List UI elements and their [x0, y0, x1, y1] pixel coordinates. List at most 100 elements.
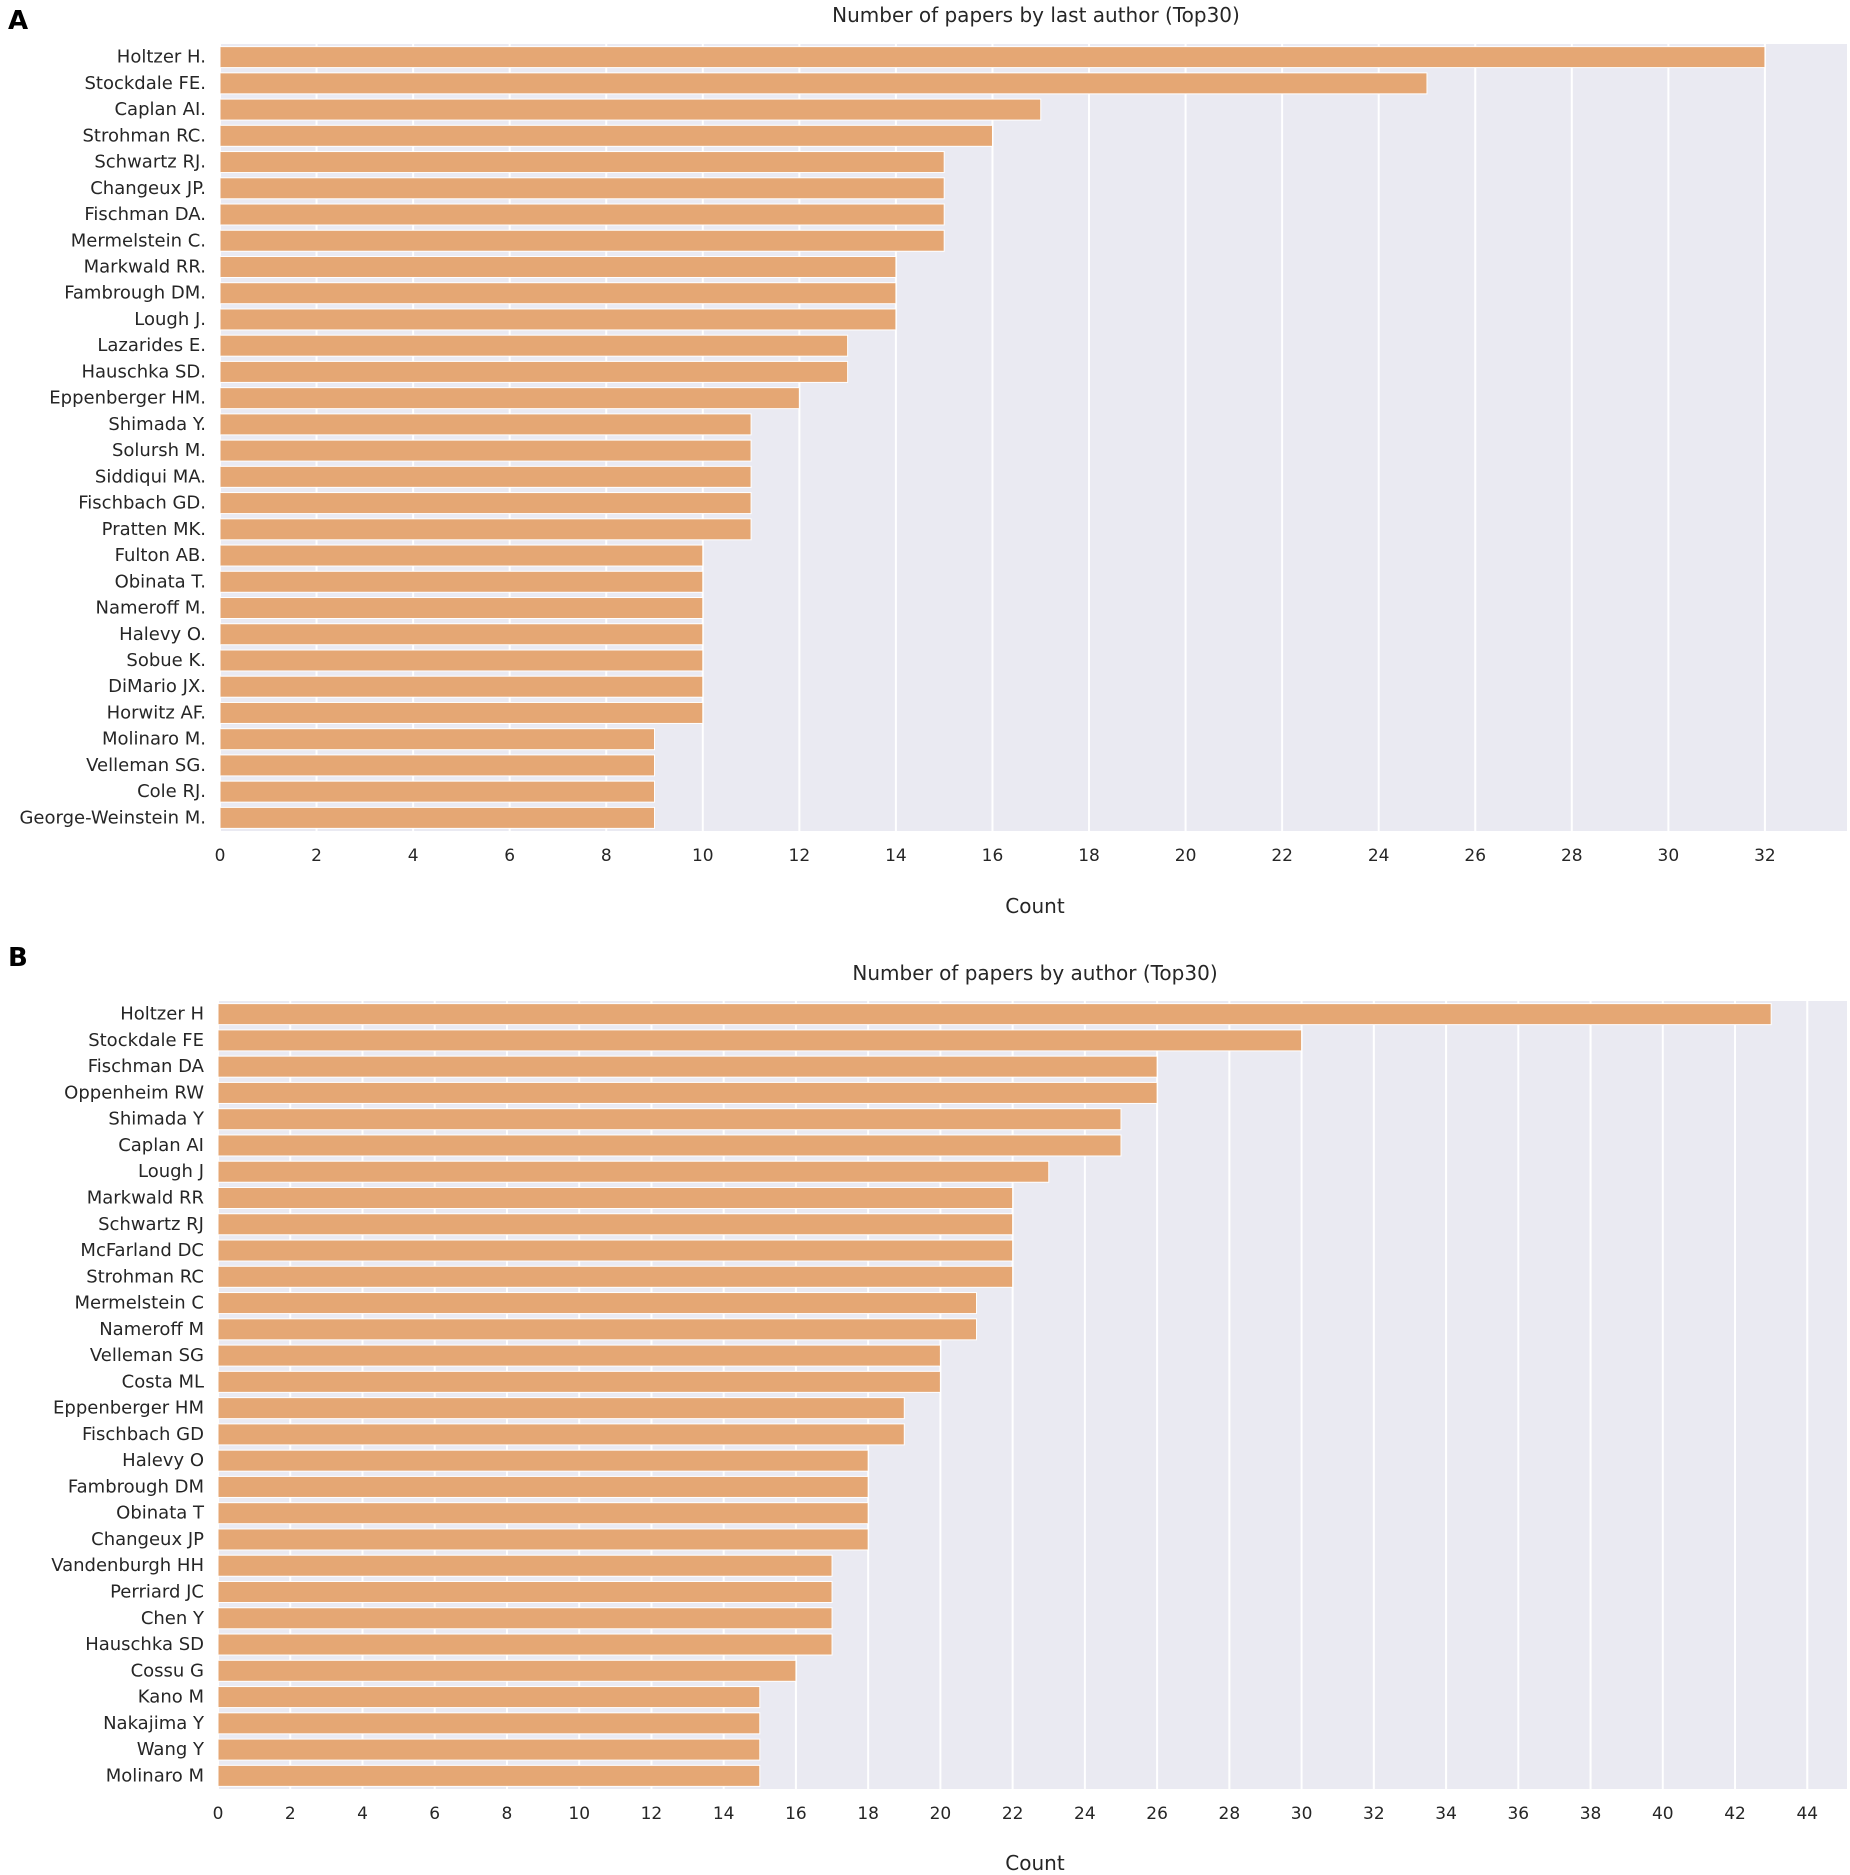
category-label: Fischman DA: [88, 1056, 205, 1077]
bar: [217, 1318, 978, 1341]
category-label: Costa ML: [122, 1371, 204, 1392]
chart-title: Number of papers by last author (Top30): [832, 3, 1240, 27]
x-tick-label: 22: [1271, 846, 1293, 866]
bar: [219, 649, 704, 672]
category-label: Fambrough DM: [68, 1476, 204, 1497]
panel-letter: B: [8, 943, 28, 973]
category-label: Eppenberger HM: [53, 1398, 204, 1419]
gridlines: [217, 1001, 1809, 1789]
x-tick-label: 30: [1291, 1804, 1313, 1824]
bar: [219, 98, 1042, 121]
category-label: Molinaro M: [106, 1765, 204, 1786]
category-label: Obinata T.: [115, 571, 206, 592]
category-label: Chen Y: [141, 1608, 205, 1629]
bar: [219, 465, 752, 488]
x-tick-labels: 0 2 4 6 8 10 12 14 16 18 20 22 24 26 28 30 32 34 36 38 40 42 4…: [213, 1804, 1819, 1824]
x-tick-label: 20: [930, 1804, 952, 1824]
bars: [217, 1003, 1772, 1787]
category-label: Obinata T: [116, 1503, 205, 1524]
x-tick-label: 0: [215, 846, 226, 866]
x-tick-label: 38: [1580, 1804, 1602, 1824]
bar: [217, 1055, 1158, 1078]
bar: [217, 1502, 869, 1525]
category-label: Fischman DA.: [84, 204, 206, 225]
bar: [217, 1134, 1122, 1157]
x-tick-label: 42: [1724, 1804, 1746, 1824]
bar: [219, 124, 993, 147]
x-tick-label: 32: [1754, 846, 1776, 866]
bar: [217, 1475, 869, 1498]
x-tick-label: 14: [885, 846, 907, 866]
category-label: Kano M: [138, 1687, 204, 1708]
category-label: Caplan AI.: [114, 99, 206, 120]
category-label: Holtzer H: [120, 1004, 204, 1025]
category-label: Cole RJ.: [137, 781, 206, 802]
category-label: Shimada Y.: [108, 414, 206, 435]
panel-b: B Number of papers by author (Top30) Hol…: [8, 943, 1847, 1875]
bar: [217, 1554, 833, 1577]
x-tick-label: 4: [357, 1804, 368, 1824]
x-tick-label: 12: [641, 1804, 663, 1824]
bar: [219, 806, 656, 829]
category-label: Hauschka SD: [85, 1634, 204, 1655]
bar: [219, 701, 704, 724]
bar: [217, 1213, 1014, 1236]
x-axis-label: Count: [1005, 894, 1065, 918]
bar: [217, 1659, 797, 1682]
x-tick-label: 10: [568, 1804, 590, 1824]
x-tick-label: 18: [857, 1804, 879, 1824]
category-label: Strohman RC.: [82, 125, 206, 146]
x-tick-label: 14: [713, 1804, 735, 1824]
x-tick-label: 10: [692, 846, 714, 866]
category-label: Solursh M.: [112, 440, 206, 461]
bars: [219, 46, 1766, 829]
bar: [219, 623, 704, 646]
bar: [217, 1292, 978, 1315]
bar: [217, 1607, 833, 1630]
x-tick-label: 26: [1464, 846, 1486, 866]
bar: [219, 518, 752, 541]
y-tick-labels: Holtzer H. Stockdale FE. Caplan AI. Strohma…: [19, 47, 206, 829]
bar: [219, 177, 945, 200]
bar: [219, 72, 1428, 95]
category-label: Sobue K.: [126, 650, 206, 671]
bar: [217, 1239, 1014, 1262]
x-tick-label: 16: [785, 1804, 807, 1824]
bar: [219, 360, 849, 383]
category-label: Halevy O.: [119, 624, 206, 645]
category-label: Fambrough DM.: [64, 283, 206, 304]
bar: [219, 151, 945, 174]
bar: [217, 1712, 761, 1735]
category-label: Stockdale FE.: [84, 73, 206, 94]
category-label: Markwald RR.: [84, 256, 206, 277]
panel-letter: A: [8, 6, 28, 36]
y-tick-labels: Holtzer H Stockdale FE Fischman DA Oppenhei…: [51, 1004, 205, 1787]
bar: [219, 282, 897, 305]
bar: [219, 413, 752, 436]
x-tick-label: 8: [601, 846, 612, 866]
bar: [217, 1423, 905, 1446]
category-label: Stockdale FE: [88, 1030, 204, 1051]
bar: [219, 728, 656, 751]
bar: [217, 1738, 761, 1761]
category-label: Cossu G: [131, 1660, 204, 1681]
bar: [217, 1449, 869, 1472]
bar: [219, 255, 897, 278]
bar: [217, 1029, 1303, 1052]
bar: [217, 1003, 1772, 1026]
bar: [217, 1397, 905, 1420]
x-tick-label: 30: [1658, 846, 1680, 866]
bar: [219, 754, 656, 777]
x-axis-label: Count: [1005, 1851, 1065, 1875]
category-label: Perriard JC: [110, 1582, 204, 1603]
category-label: Lough J: [138, 1161, 204, 1182]
category-label: Schwartz RJ: [98, 1214, 204, 1235]
gridlines: [219, 44, 1766, 831]
category-label: Fulton AB.: [115, 545, 206, 566]
bar: [217, 1108, 1122, 1131]
category-label: Shimada Y: [108, 1109, 205, 1130]
category-label: Lazarides E.: [97, 335, 206, 356]
category-label: Mermelstein C: [74, 1293, 204, 1314]
category-label: Hauschka SD.: [81, 361, 206, 382]
category-label: George-Weinstein M.: [19, 807, 206, 828]
